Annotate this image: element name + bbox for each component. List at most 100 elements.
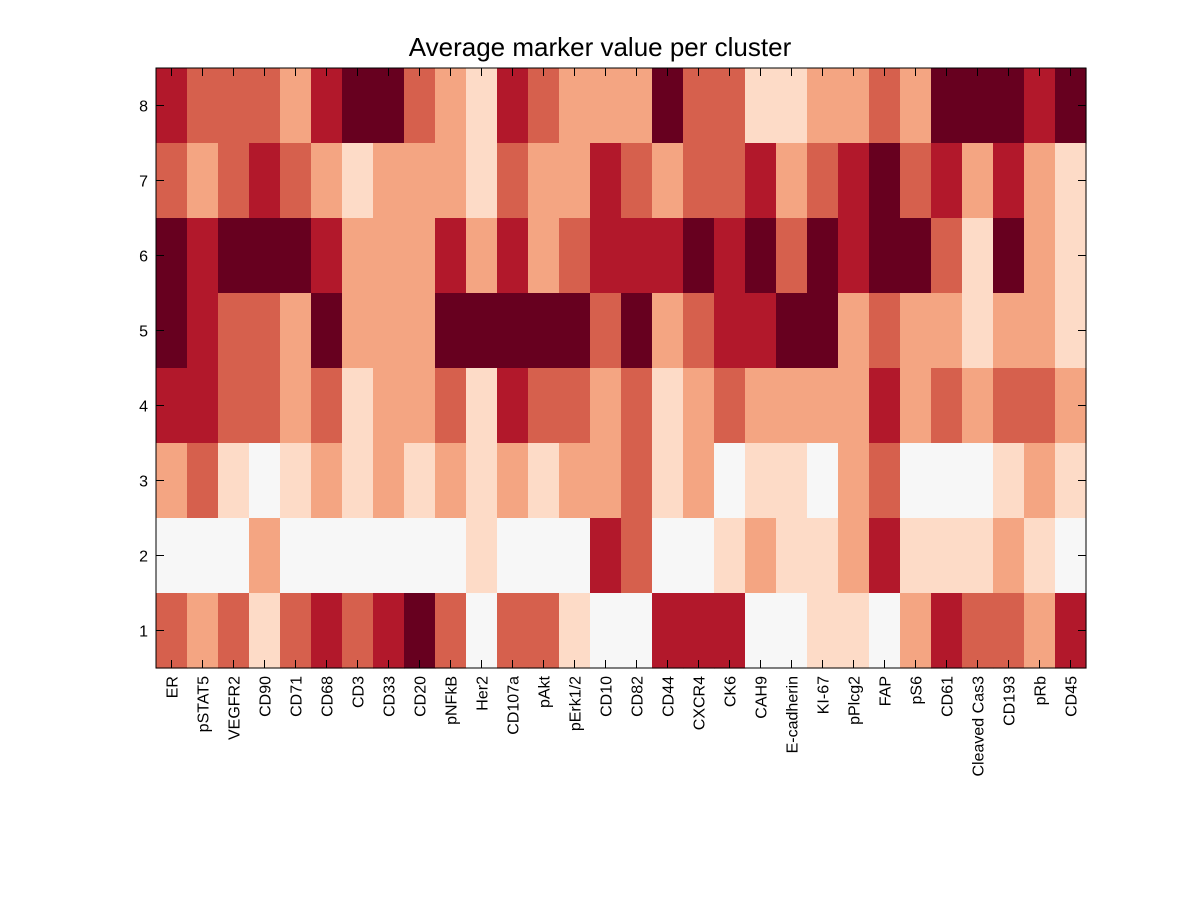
- heatmap-cell: [1024, 593, 1056, 669]
- heatmap-cell: [993, 593, 1025, 669]
- heatmap-cell: [962, 593, 994, 669]
- heatmap-cell: [993, 443, 1025, 519]
- heatmap-cell: [466, 143, 498, 219]
- heatmap-cell: [249, 368, 281, 444]
- heatmap-cell: [466, 593, 498, 669]
- heatmap-cell: [869, 518, 901, 594]
- heatmap-cell: [745, 68, 777, 144]
- heatmap-cell: [962, 368, 994, 444]
- heatmap-cell: [869, 443, 901, 519]
- heatmap-cell: [373, 368, 405, 444]
- heatmap-cell: [497, 293, 529, 369]
- heatmap-cell: [683, 443, 715, 519]
- heatmap-cell: [900, 68, 932, 144]
- heatmap-cell: [497, 518, 529, 594]
- x-tick-label: CD20: [413, 676, 430, 717]
- heatmap-cell: [404, 518, 436, 594]
- heatmap-cell: [838, 293, 870, 369]
- x-tick-label: E-cadherin: [785, 676, 802, 753]
- heatmap-cell: [931, 368, 963, 444]
- heatmap-cell: [993, 218, 1025, 294]
- x-tick-label: CD107a: [506, 676, 523, 735]
- heatmap-cell: [280, 518, 312, 594]
- heatmap-cell: [466, 368, 498, 444]
- heatmap-cell: [931, 68, 963, 144]
- heatmap-cell: [869, 368, 901, 444]
- heatmap-cell: [435, 368, 467, 444]
- x-tick-label: Cleaved Cas3: [971, 676, 988, 777]
- heatmap-cell: [838, 218, 870, 294]
- heatmap-cell: [218, 518, 250, 594]
- heatmap-cell: [807, 443, 839, 519]
- heatmap-cell: [900, 143, 932, 219]
- heatmap-cell: [249, 518, 281, 594]
- heatmap-cell: [466, 443, 498, 519]
- heatmap-cell: [807, 518, 839, 594]
- heatmap-cell: [311, 218, 343, 294]
- heatmap-cell: [311, 443, 343, 519]
- y-tick-label: 7: [139, 174, 148, 191]
- heatmap-cell: [683, 593, 715, 669]
- heatmap-cell: [466, 518, 498, 594]
- heatmap-cell: [869, 593, 901, 669]
- x-tick-label: pErk1/2: [568, 676, 585, 731]
- heatmap-cell: [466, 293, 498, 369]
- heatmap-cell: [590, 293, 622, 369]
- heatmap-cell: [435, 143, 467, 219]
- heatmap-cell: [776, 443, 808, 519]
- heatmap-cell: [280, 593, 312, 669]
- heatmap-cell: [559, 293, 591, 369]
- heatmap-cell: [311, 518, 343, 594]
- heatmap-cell: [621, 518, 653, 594]
- x-tick-label: CD71: [289, 676, 306, 717]
- heatmap-cell: [652, 518, 684, 594]
- heatmap-cell: [776, 68, 808, 144]
- heatmap-cell: [342, 218, 374, 294]
- heatmap-cell: [249, 218, 281, 294]
- heatmap-cell: [931, 443, 963, 519]
- heatmap-cell: [280, 218, 312, 294]
- heatmap-cell: [342, 368, 374, 444]
- heatmap-cell: [931, 518, 963, 594]
- heatmap-cell: [373, 593, 405, 669]
- heatmap-cell: [187, 518, 219, 594]
- heatmap-cell: [311, 68, 343, 144]
- heatmap-cell: [869, 218, 901, 294]
- x-tick-label: VEGFR2: [227, 676, 244, 740]
- heatmap-cell: [187, 593, 219, 669]
- x-tick-label: CAH9: [754, 676, 771, 719]
- heatmap-cell: [466, 218, 498, 294]
- heatmap-cell: [931, 143, 963, 219]
- heatmap-cell: [807, 293, 839, 369]
- heatmap-cell: [590, 443, 622, 519]
- heatmap-cell: [342, 143, 374, 219]
- heatmap-cell: [218, 68, 250, 144]
- heatmap-cell: [187, 293, 219, 369]
- heatmap-cell: [807, 368, 839, 444]
- x-tick-label: Her2: [475, 676, 492, 711]
- heatmap-cell: [993, 293, 1025, 369]
- heatmap-cell: [435, 593, 467, 669]
- heatmap-cell: [745, 293, 777, 369]
- heatmap-cell: [652, 443, 684, 519]
- heatmap-cell: [683, 143, 715, 219]
- heatmap-cell: [745, 368, 777, 444]
- heatmap-cell: [900, 518, 932, 594]
- heatmap-cell: [621, 68, 653, 144]
- heatmap-cell: [280, 68, 312, 144]
- x-tick-label: CD90: [258, 676, 275, 717]
- heatmap-cell: [187, 218, 219, 294]
- heatmap-cell: [342, 68, 374, 144]
- heatmap-cell: [311, 143, 343, 219]
- x-tick-label: pRb: [1033, 676, 1050, 705]
- heatmap-cell: [714, 68, 746, 144]
- heatmap-cell: [1024, 443, 1056, 519]
- x-tick-label: CD3: [351, 676, 368, 708]
- heatmap-cell: [931, 218, 963, 294]
- x-tick-label: KI-67: [816, 676, 833, 714]
- heatmap-cell: [962, 218, 994, 294]
- heatmap-cell: [1024, 68, 1056, 144]
- heatmap-cell: [1024, 143, 1056, 219]
- heatmap-cell: [249, 293, 281, 369]
